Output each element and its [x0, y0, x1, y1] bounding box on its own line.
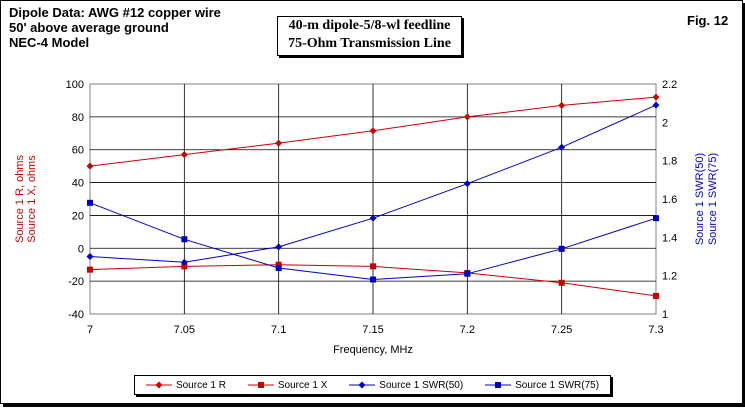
title-line-2: 75-Ohm Transmission Line	[288, 36, 451, 51]
chart-legend: Source 1 R Source 1 X Source 1 SWR(50) Sour…	[134, 375, 611, 395]
x-tick-label: 7.2	[460, 324, 475, 336]
legend-label: Source 1 SWR(75)	[515, 379, 600, 391]
legend-label: Source 1 R	[175, 379, 226, 391]
series-1-point	[180, 151, 188, 159]
y-right-tick-label: 2.2	[662, 79, 677, 91]
y-left-tick-label: -20	[68, 276, 84, 288]
header-line-2: 50' above average ground	[9, 20, 169, 35]
series-1-point	[369, 127, 377, 135]
series-4-point	[370, 276, 376, 283]
series-3-point	[558, 143, 566, 151]
legend-swatch	[247, 382, 274, 388]
series-4-point	[653, 215, 659, 222]
series-2-point	[181, 263, 188, 270]
series-1-point	[275, 139, 283, 147]
series-3-point	[652, 101, 660, 109]
series-2-point	[653, 292, 659, 299]
x-tick-label: 7.1	[271, 324, 286, 336]
series-3-point	[180, 258, 188, 266]
y-right-axis-label: Source 1 SWR(50)	[694, 153, 706, 245]
x-axis-label: Frequency, MHz	[333, 344, 413, 356]
series-2-point	[87, 266, 93, 273]
y-left-tick-label: 40	[72, 178, 84, 190]
y-left-tick-label: 100	[66, 79, 84, 91]
y-left-tick-label: -40	[68, 309, 84, 321]
y-left-tick-label: 80	[72, 112, 84, 124]
y-right-tick-label: 1.6	[662, 194, 677, 206]
series-4-point	[464, 270, 471, 277]
y-left-axis-label: Source 1 X, ohms	[26, 155, 38, 243]
y-right-tick-label: 1.4	[662, 232, 677, 244]
legend-item: Source 1 X	[247, 379, 328, 391]
legend-swatch	[145, 381, 172, 389]
series-2-point	[558, 279, 565, 286]
legend-label: Source 1 X	[277, 379, 328, 391]
legend-swatch	[485, 382, 512, 388]
legend-item: Source 1 SWR(50)	[349, 380, 463, 391]
series-3-point	[463, 180, 471, 188]
x-tick-label: 7.05	[174, 324, 195, 336]
header-line-3: NEC-4 Model	[9, 35, 90, 50]
figure-label: Fig. 12	[687, 13, 729, 28]
y-right-tick-label: 2	[662, 117, 668, 129]
series-3-point	[86, 253, 94, 260]
y-left-tick-label: 60	[72, 145, 84, 157]
x-tick-label: 7.25	[551, 324, 572, 336]
legend-item: Source 1 R	[145, 379, 226, 391]
series-3-point	[369, 214, 377, 222]
y-left-tick-label: 20	[72, 210, 84, 222]
series-4-point	[181, 236, 188, 243]
x-tick-label: 7	[87, 324, 93, 336]
y-left-axis-label: Source 1 R, ohms	[14, 154, 26, 243]
y-right-axis-label: Source 1 SWR(75)	[707, 153, 719, 245]
series-1-point	[652, 93, 660, 101]
series-1-point	[558, 101, 566, 109]
y-left-tick-label: 0	[78, 243, 84, 255]
series-2-point	[370, 263, 376, 270]
series-1-point	[86, 162, 94, 170]
chart-title-box: 40-m dipole-5/8-wl feedline 75-Ohm Trans…	[277, 16, 462, 56]
legend-item: Source 1 SWR(75)	[485, 380, 599, 391]
y-right-tick-label: 1.8	[662, 156, 677, 168]
series-3-point	[275, 243, 283, 251]
y-right-tick-label: 1	[662, 309, 668, 321]
chart-header: Dipole Data: AWG #12 copper wire 50' abo…	[9, 5, 221, 50]
series-4-point	[558, 245, 565, 252]
header-line-1: Dipole Data: AWG #12 copper wire	[9, 5, 221, 20]
title-line-1: 40-m dipole-5/8-wl feedline	[288, 18, 451, 33]
legend-swatch	[349, 381, 376, 389]
x-tick-label: 7.15	[362, 324, 383, 336]
y-right-tick-label: 1.2	[662, 271, 677, 283]
series-2-point	[275, 261, 282, 268]
series-4-point	[87, 199, 93, 206]
series-4-point	[275, 265, 282, 271]
legend-label: Source 1 SWR(50)	[379, 379, 464, 391]
x-tick-label: 7.3	[648, 324, 663, 336]
series-1-point	[463, 113, 471, 121]
